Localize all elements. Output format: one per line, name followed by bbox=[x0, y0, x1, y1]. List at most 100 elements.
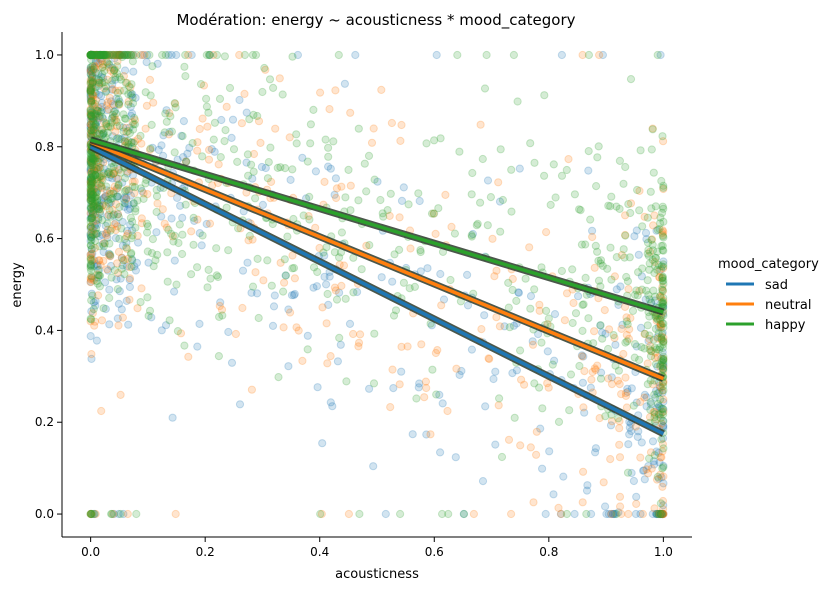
scatter-point bbox=[659, 395, 668, 404]
scatter-point bbox=[578, 352, 587, 361]
scatter-point bbox=[123, 50, 132, 60]
scatter-point bbox=[103, 195, 112, 204]
scatter-point bbox=[86, 332, 95, 341]
scatter-point bbox=[202, 219, 211, 229]
scatter-point bbox=[112, 200, 121, 209]
scatter-point bbox=[86, 50, 96, 60]
scatter-point bbox=[554, 503, 563, 512]
scatter-point bbox=[646, 448, 656, 457]
scatter-point bbox=[658, 286, 668, 295]
scatter-point bbox=[362, 187, 371, 196]
scatter-point bbox=[648, 125, 657, 134]
scatter-point bbox=[240, 89, 249, 99]
scatter-point bbox=[94, 58, 103, 68]
scatter-point bbox=[101, 192, 110, 201]
scatter-point bbox=[587, 509, 596, 519]
scatter-point bbox=[148, 235, 157, 244]
scatter-point bbox=[404, 200, 413, 209]
scatter-point bbox=[652, 226, 661, 235]
scatter-point bbox=[658, 230, 668, 240]
scatter-point bbox=[657, 509, 666, 519]
scatter-point bbox=[653, 50, 662, 60]
scatter-point bbox=[90, 101, 99, 110]
scatter-point bbox=[88, 78, 97, 88]
scatter-point bbox=[168, 232, 177, 241]
scatter-point bbox=[106, 198, 115, 207]
scatter-point bbox=[428, 365, 437, 374]
scatter-point bbox=[221, 126, 230, 135]
scatter-point bbox=[92, 50, 101, 60]
scatter-point bbox=[94, 213, 103, 222]
scatter-point bbox=[163, 248, 172, 257]
scatter-point bbox=[290, 274, 299, 283]
scatter-point bbox=[658, 287, 667, 296]
scatter-point bbox=[422, 139, 431, 148]
scatter-point bbox=[247, 160, 256, 169]
scatter-point bbox=[659, 410, 668, 419]
scatter-point bbox=[377, 85, 386, 95]
scatter-point bbox=[143, 247, 152, 256]
scatter-point bbox=[87, 94, 96, 103]
scatter-point bbox=[126, 102, 135, 111]
scatter-point bbox=[550, 356, 559, 365]
scatter-point bbox=[645, 247, 655, 256]
scatter-point bbox=[256, 138, 265, 147]
scatter-point bbox=[580, 408, 589, 417]
scatter-point bbox=[86, 75, 95, 85]
scatter-point bbox=[452, 364, 461, 373]
scatter-point bbox=[107, 114, 116, 123]
scatter-point bbox=[181, 50, 190, 60]
scatter-point bbox=[637, 438, 646, 447]
scatter-point bbox=[658, 132, 667, 141]
scatter-point bbox=[605, 325, 614, 334]
scatter-point bbox=[367, 138, 377, 147]
scatter-point bbox=[204, 265, 213, 274]
scatter-point bbox=[582, 486, 592, 495]
scatter-point bbox=[607, 192, 616, 201]
scatter-point bbox=[102, 122, 111, 131]
scatter-point bbox=[431, 348, 440, 358]
scatter-point bbox=[122, 238, 131, 247]
scatter-point bbox=[584, 147, 593, 156]
scatter-point bbox=[340, 79, 349, 88]
scatter-point bbox=[245, 231, 254, 240]
scatter-point bbox=[86, 89, 95, 98]
scatter-point bbox=[634, 427, 643, 436]
scatter-point bbox=[94, 266, 103, 275]
legend-label: happy bbox=[765, 318, 806, 333]
scatter-point bbox=[86, 167, 95, 176]
scatter-point bbox=[112, 275, 121, 284]
scatter-point bbox=[99, 129, 108, 138]
scatter-point bbox=[397, 120, 406, 130]
scatter-point bbox=[87, 509, 96, 519]
scatter-point bbox=[623, 387, 632, 396]
scatter-point bbox=[532, 427, 541, 436]
scatter-point bbox=[86, 509, 95, 519]
scatter-point bbox=[136, 131, 145, 140]
x-axis-label: acousticness bbox=[335, 567, 419, 582]
scatter-point bbox=[544, 383, 553, 392]
scatter-point bbox=[90, 509, 99, 519]
y-axis-label: energy bbox=[10, 262, 25, 308]
scatter-point bbox=[164, 50, 173, 60]
scatter-point bbox=[91, 154, 100, 163]
scatter-point bbox=[96, 50, 106, 60]
scatter-point bbox=[86, 157, 95, 166]
scatter-point bbox=[557, 266, 567, 276]
scatter-point bbox=[159, 131, 168, 140]
scatter-point bbox=[630, 232, 639, 241]
scatter-point bbox=[323, 289, 332, 299]
scatter-point bbox=[658, 364, 668, 373]
scatter-point bbox=[657, 265, 666, 274]
scatter-point bbox=[617, 251, 627, 260]
scatter-point bbox=[94, 184, 103, 193]
scatter-point bbox=[127, 248, 136, 258]
scatter-point bbox=[389, 384, 398, 393]
scatter-point bbox=[123, 205, 133, 214]
scatter-point bbox=[116, 390, 125, 399]
scatter-point bbox=[88, 50, 97, 60]
scatter-point bbox=[278, 90, 287, 99]
scatter-point bbox=[595, 50, 604, 60]
scatter-point bbox=[658, 509, 667, 519]
scatter-point bbox=[133, 304, 142, 313]
